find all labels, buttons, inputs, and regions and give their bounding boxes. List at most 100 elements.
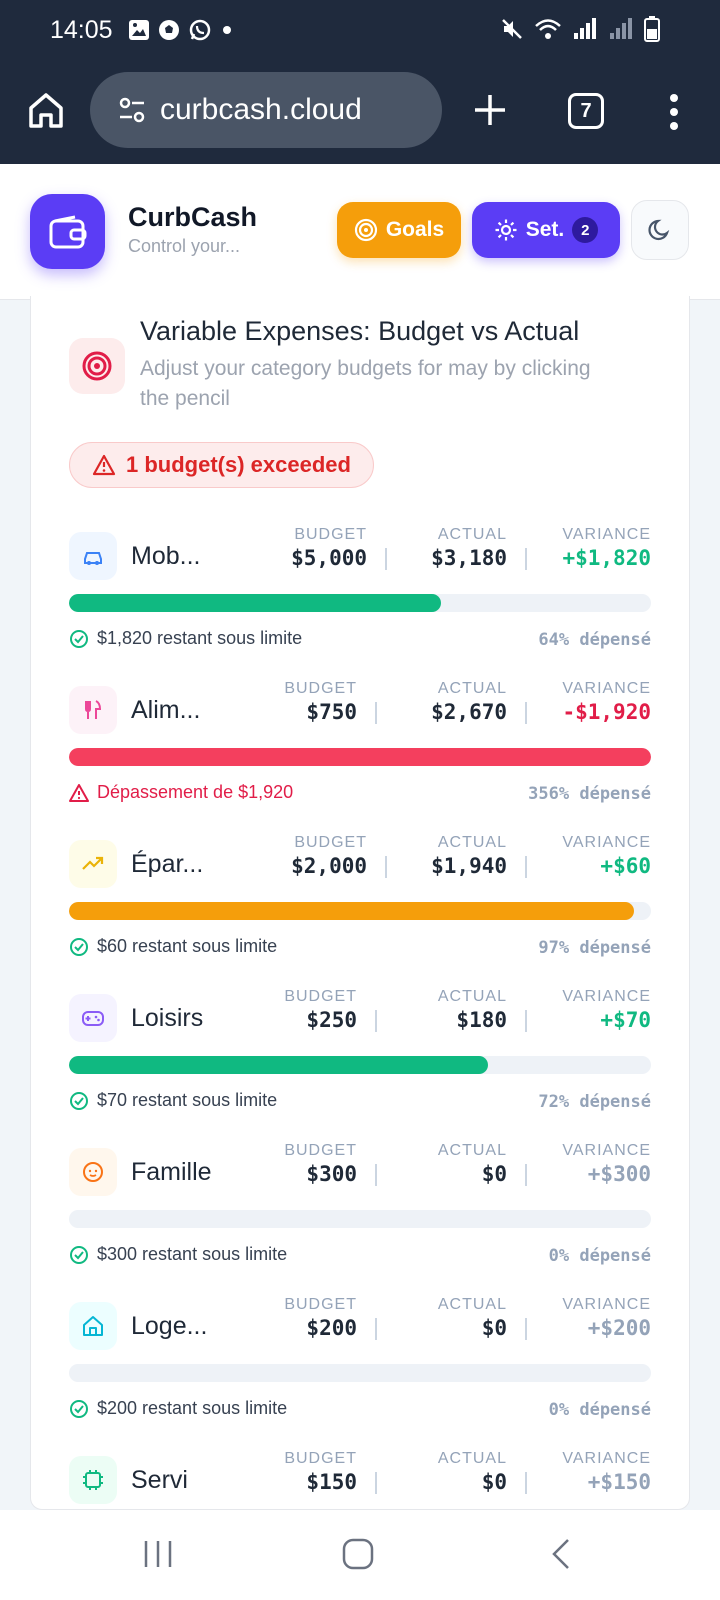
budget-column[interactable]: BUDGET $250 xyxy=(284,988,357,1032)
progress-fill xyxy=(69,1056,489,1074)
alert-text: 1 budget(s) exceeded xyxy=(126,452,351,477)
status-note-text: $1,820 restant sous limite xyxy=(97,628,303,648)
variance-column: VARIANCE +$200 xyxy=(562,1296,651,1340)
progress-fill xyxy=(69,594,442,612)
section-icon xyxy=(69,338,125,394)
budget-value[interactable]: $2,000 xyxy=(291,854,367,878)
gallery-icon xyxy=(129,20,149,40)
variance-label: VARIANCE xyxy=(562,1450,651,1467)
recent-apps-icon[interactable] xyxy=(140,1536,176,1572)
status-note: $60 restant sous limite xyxy=(69,936,277,957)
category-name[interactable]: Loge... xyxy=(131,1312,208,1340)
system-icons xyxy=(500,16,660,42)
column-divider xyxy=(375,1164,377,1186)
category-row[interactable]: Loge... BUDGET $200 ACTUAL $0 VARIANCE +… xyxy=(69,1296,651,1450)
moon-icon xyxy=(648,219,670,241)
progress-bar xyxy=(69,748,651,766)
actual-column: ACTUAL $0 xyxy=(438,1142,507,1186)
budget-label: BUDGET xyxy=(284,1142,357,1159)
budget-column[interactable]: BUDGET $750 xyxy=(284,680,357,724)
category-row[interactable]: Épar... BUDGET $2,000 ACTUAL $1,940 VARI… xyxy=(69,834,651,988)
battery-icon xyxy=(644,16,660,42)
budget-value[interactable]: $750 xyxy=(306,700,357,724)
actual-label: ACTUAL xyxy=(437,988,507,1005)
variance-column: VARIANCE +$60 xyxy=(562,834,651,878)
category-name[interactable]: Épar... xyxy=(131,850,204,878)
variance-label: VARIANCE xyxy=(562,680,651,697)
site-settings-icon[interactable] xyxy=(116,94,148,126)
category-icon xyxy=(69,994,117,1042)
budget-column[interactable]: BUDGET $150 xyxy=(284,1450,357,1494)
category-row[interactable]: Servi BUDGET $150 ACTUAL $0 VARIANCE +$1… xyxy=(69,1450,651,1509)
whatsapp-icon xyxy=(189,19,211,41)
progress-bar xyxy=(69,1056,651,1074)
actual-column: ACTUAL $0 xyxy=(438,1296,507,1340)
budget-value[interactable]: $300 xyxy=(306,1162,357,1186)
address-bar[interactable]: curbcash.cloud xyxy=(90,72,442,148)
actual-column: ACTUAL $1,940 xyxy=(431,834,507,878)
budget-label: BUDGET xyxy=(284,1296,357,1313)
budget-value[interactable]: $250 xyxy=(306,1008,357,1032)
variance-column: VARIANCE +$300 xyxy=(562,1142,651,1186)
budget-value[interactable]: $5,000 xyxy=(291,546,367,570)
budget-label: BUDGET xyxy=(284,680,357,697)
budget-vs-actual-card: Variable Expenses: Budget vs Actual Adju… xyxy=(30,296,690,1510)
actual-label: ACTUAL xyxy=(437,1296,507,1313)
home-nav-icon[interactable] xyxy=(340,1536,376,1572)
app-logo[interactable] xyxy=(30,194,105,269)
category-row[interactable]: Famille BUDGET $300 ACTUAL $0 VARIANCE +… xyxy=(69,1142,651,1296)
category-icon xyxy=(69,840,117,888)
category-name[interactable]: Mob... xyxy=(131,542,201,570)
warning-icon xyxy=(69,783,89,802)
column-divider xyxy=(525,1164,527,1186)
actual-label: ACTUAL xyxy=(437,834,507,851)
category-row[interactable]: Loisirs BUDGET $250 ACTUAL $180 VARIANCE… xyxy=(69,988,651,1142)
back-icon[interactable] xyxy=(544,1536,580,1572)
column-divider xyxy=(525,1318,527,1340)
category-name[interactable]: Famille xyxy=(131,1158,212,1186)
car-icon xyxy=(84,552,102,565)
variance-value: +$150 xyxy=(587,1470,651,1494)
variance-column: VARIANCE +$1,820 xyxy=(562,526,651,570)
theme-toggle-button[interactable] xyxy=(631,200,689,260)
budget-column[interactable]: BUDGET $200 xyxy=(284,1296,357,1340)
settings-button[interactable]: Set. 2 xyxy=(472,202,620,258)
actual-column: ACTUAL $0 xyxy=(438,1450,507,1494)
budget-value[interactable]: $200 xyxy=(306,1316,357,1340)
settings-label: Set. xyxy=(525,218,565,241)
goals-button[interactable]: Goals xyxy=(337,202,461,258)
status-note-text: $300 restant sous limite xyxy=(97,1244,288,1264)
new-tab-icon[interactable] xyxy=(472,92,508,128)
category-row[interactable]: Alim... BUDGET $750 ACTUAL $2,670 VARIAN… xyxy=(69,680,651,834)
column-divider xyxy=(375,1010,377,1032)
budget-label: BUDGET xyxy=(284,988,357,1005)
budget-value[interactable]: $150 xyxy=(306,1470,357,1494)
status-note: $300 restant sous limite xyxy=(69,1244,287,1265)
tab-switcher-button[interactable]: 7 xyxy=(568,93,604,129)
variance-label: VARIANCE xyxy=(562,834,651,851)
variance-column: VARIANCE +$70 xyxy=(562,988,651,1032)
home-icon xyxy=(83,1316,103,1336)
home-icon[interactable] xyxy=(26,90,66,130)
check-circle-icon xyxy=(70,629,88,648)
wallet-icon xyxy=(49,215,86,248)
actual-column: ACTUAL $2,670 xyxy=(431,680,507,724)
status-note-text: $200 restant sous limite xyxy=(97,1398,288,1418)
column-divider xyxy=(525,548,527,570)
budget-column[interactable]: BUDGET $5,000 xyxy=(291,526,367,570)
column-divider xyxy=(375,1472,377,1494)
more-menu-icon[interactable] xyxy=(668,92,680,132)
category-name[interactable]: Servi xyxy=(131,1466,188,1494)
category-row[interactable]: Mob... BUDGET $5,000 ACTUAL $3,180 VARIA… xyxy=(69,526,651,680)
category-icon xyxy=(69,1456,117,1504)
category-name[interactable]: Alim... xyxy=(131,696,201,724)
progress-fill xyxy=(69,902,634,920)
category-name[interactable]: Loisirs xyxy=(131,1004,204,1032)
budget-column[interactable]: BUDGET $300 xyxy=(284,1142,357,1186)
browser-chrome: 14:05 curbcash.cloud 7 xyxy=(0,0,720,164)
budget-column[interactable]: BUDGET $2,000 xyxy=(291,834,367,878)
column-divider xyxy=(375,1318,377,1340)
actual-column: ACTUAL $3,180 xyxy=(431,526,507,570)
variance-value: +$200 xyxy=(587,1316,651,1340)
category-icon xyxy=(69,686,117,734)
